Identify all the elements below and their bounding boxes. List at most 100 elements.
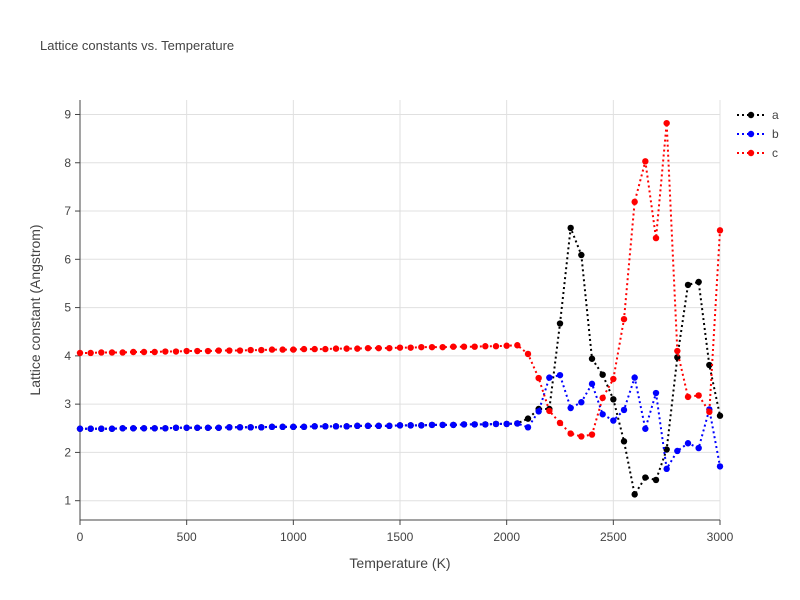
data-point-b <box>492 420 500 428</box>
data-point-c <box>300 345 308 353</box>
x-tick-label: 1000 <box>280 530 307 544</box>
data-point-b <box>471 421 478 428</box>
data-point-c <box>268 346 276 353</box>
data-point-b <box>524 424 532 431</box>
legend[interactable]: abc <box>737 108 779 160</box>
data-point-b <box>140 425 148 432</box>
data-point-c <box>418 343 425 351</box>
data-point-b <box>482 421 489 428</box>
data-point-c <box>279 346 286 353</box>
data-point-b <box>236 424 244 431</box>
data-point-c <box>130 348 137 356</box>
data-point-b <box>364 422 372 430</box>
y-tick-label: 6 <box>64 252 71 266</box>
legend-marker-b <box>747 130 755 138</box>
data-point-b <box>695 444 702 452</box>
data-point-c <box>226 347 233 354</box>
data-point-c <box>375 344 382 352</box>
y-tick-label: 1 <box>64 494 71 508</box>
x-tick-label: 2000 <box>493 530 520 544</box>
data-point-b <box>162 425 169 432</box>
data-point-b <box>418 422 425 429</box>
data-point-b <box>204 424 212 431</box>
data-point-c <box>716 227 724 234</box>
data-point-b <box>514 420 521 427</box>
data-point-b <box>450 421 457 429</box>
data-point-c <box>236 347 244 354</box>
data-point-a <box>631 491 638 498</box>
data-point-a <box>588 355 596 362</box>
data-point-c <box>450 343 457 350</box>
data-point-c <box>332 345 340 352</box>
y-tick-label: 8 <box>64 156 71 170</box>
data-point-b <box>290 423 297 431</box>
data-point-b <box>130 425 137 432</box>
data-point-b <box>300 423 308 431</box>
grid <box>79 100 721 520</box>
data-point-c <box>322 345 329 353</box>
data-point-c <box>631 198 638 206</box>
data-point-c <box>354 345 361 352</box>
data-point-a <box>524 415 532 422</box>
data-point-c <box>364 344 372 352</box>
data-point-c <box>439 343 446 351</box>
data-point-b <box>556 371 564 379</box>
data-point-b <box>183 424 190 431</box>
data-point-c <box>674 347 681 355</box>
data-point-c <box>471 343 478 350</box>
data-point-c <box>695 392 702 399</box>
data-point-b <box>268 423 276 431</box>
data-point-b <box>151 425 158 432</box>
data-point-c <box>162 348 169 355</box>
y-tick-label: 4 <box>64 349 71 363</box>
data-point-c <box>588 431 596 438</box>
data-point-c <box>247 346 254 354</box>
data-point-b <box>546 374 553 381</box>
data-point-c <box>663 119 670 127</box>
data-point-a <box>556 320 564 327</box>
data-point-b <box>386 422 393 430</box>
data-point-c <box>652 234 660 242</box>
data-point-c <box>642 158 649 165</box>
data-point-b <box>375 422 382 430</box>
data-point-c <box>492 343 500 350</box>
data-point-b <box>247 424 254 431</box>
data-point-b <box>428 421 436 429</box>
data-point-b <box>642 425 649 432</box>
data-point-b <box>439 421 446 429</box>
data-point-a <box>620 438 628 445</box>
data-point-a <box>567 224 574 232</box>
data-point-b <box>258 424 265 431</box>
data-point-b <box>172 424 180 431</box>
legend-label-b: b <box>772 127 779 141</box>
data-point-b <box>567 404 574 412</box>
data-point-b <box>322 423 329 430</box>
data-point-a <box>599 371 606 378</box>
chart-title: Lattice constants vs. Temperature <box>40 38 234 53</box>
data-point-b <box>98 425 105 432</box>
y-tick-label: 7 <box>64 204 71 218</box>
data-point-c <box>567 430 574 437</box>
data-point-a <box>716 412 724 419</box>
data-point-c <box>204 347 212 355</box>
data-point-a <box>706 361 713 369</box>
data-point-b <box>87 425 94 432</box>
data-point-c <box>482 343 489 350</box>
y-tick-label: 9 <box>64 107 71 121</box>
data-point-c <box>98 349 105 356</box>
y-axis-title: Lattice constant (Angstrom) <box>27 224 43 395</box>
data-point-b <box>108 425 116 432</box>
data-point-c <box>706 408 713 416</box>
y-tick-label: 5 <box>64 301 71 315</box>
data-point-c <box>311 345 318 353</box>
data-point-b <box>631 374 638 381</box>
data-point-c <box>87 349 94 357</box>
data-point-c <box>108 349 116 356</box>
data-point-c <box>172 348 180 355</box>
data-point-c <box>258 346 265 354</box>
data-point-b <box>652 389 660 397</box>
data-point-b <box>620 406 628 414</box>
data-point-c <box>535 374 542 382</box>
data-point-c <box>514 342 521 349</box>
